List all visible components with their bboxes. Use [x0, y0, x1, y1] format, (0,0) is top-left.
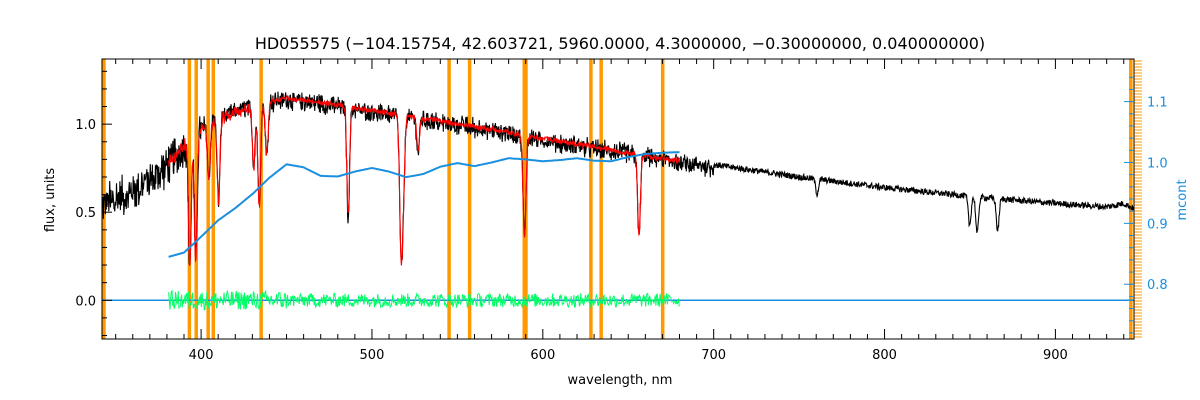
residuals-layer: [168, 289, 680, 311]
mask-line: [211, 59, 216, 339]
mask-line: [660, 59, 665, 339]
mask-line: [194, 59, 198, 339]
y-right-tick-label: 1.0: [1147, 156, 1168, 171]
x-tick-label: 500: [360, 348, 385, 363]
x-tick-label: 800: [872, 348, 897, 363]
x-tick-label: 400: [189, 348, 214, 363]
observed-spectrum-layer: [101, 91, 1135, 266]
mask-line: [187, 59, 192, 339]
x-axis-label: wavelength, nm: [568, 373, 673, 388]
residuals-trace: [168, 289, 680, 311]
mask-line: [599, 59, 603, 339]
mask-line: [447, 59, 451, 339]
y-tick-label: 1.0: [75, 118, 96, 133]
y-tick-label: 0.0: [75, 294, 96, 309]
axes-layer: 400 500 600 700 800 900 0.0 0.5 1.0 0.8 0.9 1.0 1.1: [75, 58, 1168, 363]
mask-line: [467, 59, 472, 339]
model-spectrum: [168, 94, 681, 266]
mask-line: [259, 59, 263, 339]
model-spectrum-layer: [168, 94, 681, 266]
y-right-axis-label: mcont: [1175, 179, 1190, 220]
y-right-tick-label: 0.9: [1147, 217, 1168, 232]
x-tick-label: 900: [1043, 348, 1068, 363]
continuum-curve: [168, 151, 680, 258]
labels-layer: HD055575 (−104.15754, 42.603721, 5960.00…: [43, 34, 1190, 388]
observed-spectrum: [101, 91, 1135, 266]
mask-line: [206, 59, 210, 339]
x-tick-label: 700: [701, 348, 726, 363]
y-axis-label: flux, units: [43, 168, 58, 233]
continuum-layer: [168, 151, 680, 258]
chart-title: HD055575 (−104.15754, 42.603721, 5960.00…: [255, 34, 985, 53]
mask-line: [589, 59, 593, 339]
y-right-tick-label: 1.1: [1147, 96, 1168, 111]
y-right-tick-label: 0.8: [1147, 278, 1168, 293]
y-tick-label: 0.5: [75, 206, 96, 221]
x-tick-label: 600: [530, 348, 555, 363]
